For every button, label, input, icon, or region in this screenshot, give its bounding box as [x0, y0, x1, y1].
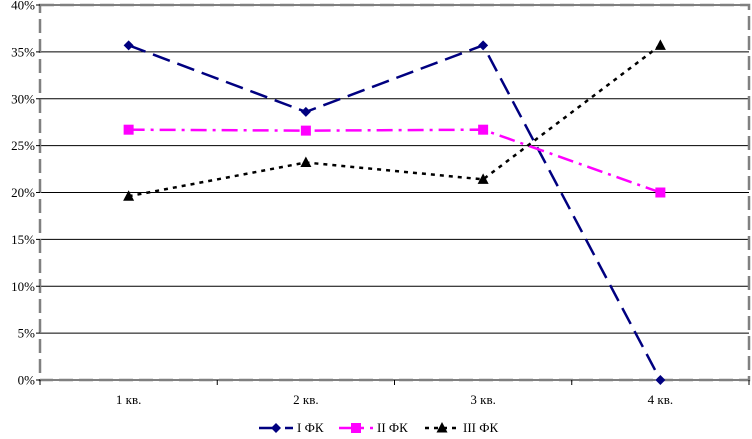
- series-line: [128, 128, 661, 194]
- series-1: [123, 40, 666, 385]
- x-tick-label: 4 кв.: [648, 392, 673, 407]
- y-tick-label: 30%: [11, 91, 35, 106]
- data-point: [300, 125, 311, 136]
- y-tick-label: 5%: [18, 326, 36, 341]
- y-tick-label: 20%: [11, 185, 35, 200]
- series-line: [128, 43, 662, 381]
- y-tick-label: 40%: [11, 0, 35, 13]
- data-point: [477, 173, 489, 184]
- legend-marker: [436, 422, 448, 433]
- y-tick-label: 15%: [11, 232, 35, 247]
- series-2: [123, 124, 666, 198]
- y-axis: 0% 5% 10% 15% 20% 25% 30% 35% 40%: [11, 0, 40, 388]
- legend-item-1: I ФК: [259, 420, 324, 435]
- x-tick-label: 1 кв.: [116, 392, 141, 407]
- data-point: [123, 40, 134, 51]
- legend-item-3: III ФК: [425, 420, 499, 435]
- legend-item-2: II ФК: [339, 420, 408, 435]
- legend-label: III ФК: [463, 420, 499, 435]
- legend-label: I ФК: [297, 420, 324, 435]
- data-point: [478, 124, 489, 135]
- y-tick-label: 25%: [11, 138, 35, 153]
- legend-label: II ФК: [377, 420, 408, 435]
- gridlines: [40, 4, 749, 381]
- data-point: [654, 39, 666, 50]
- data-point: [655, 375, 666, 385]
- x-tick-label: 2 кв.: [293, 392, 318, 407]
- series-line: [128, 44, 662, 198]
- legend: I ФК II ФК III ФК: [259, 420, 499, 435]
- data-point: [300, 106, 311, 117]
- data-point: [478, 40, 489, 51]
- data-point: [655, 187, 666, 198]
- x-axis: 1 кв. 2 кв. 3 кв. 4 кв.: [39, 380, 750, 407]
- y-tick-label: 35%: [11, 44, 35, 59]
- data-point: [300, 156, 312, 167]
- series-3: [123, 39, 666, 201]
- x-tick-label: 3 кв.: [470, 392, 495, 407]
- data-point: [123, 190, 135, 201]
- legend-marker: [351, 423, 361, 433]
- data-point: [123, 124, 134, 135]
- legend-marker: [271, 423, 281, 433]
- y-tick-label: 0%: [18, 373, 36, 388]
- series-layer: [123, 39, 666, 385]
- y-tick-label: 10%: [11, 279, 35, 294]
